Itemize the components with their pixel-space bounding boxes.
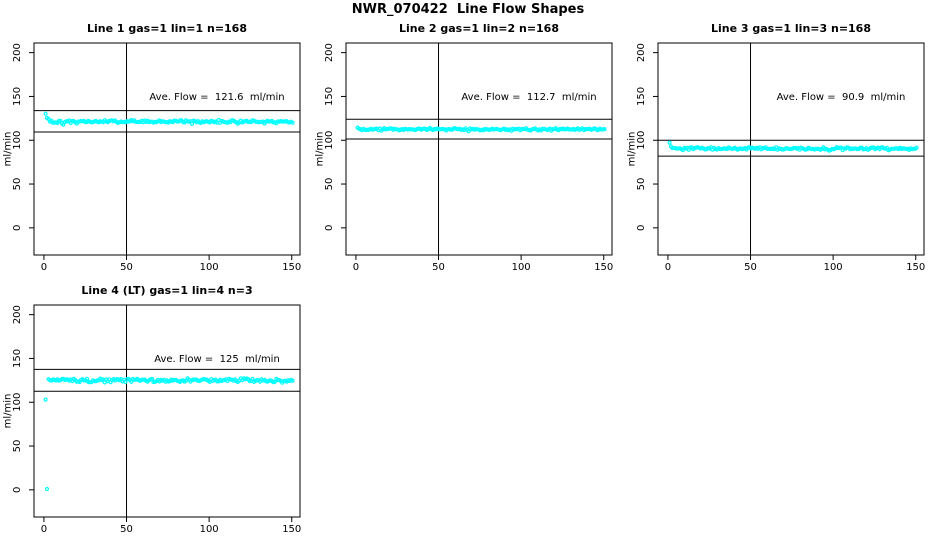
x-tick-label: 50 <box>432 262 445 272</box>
y-tick-label: 200 <box>12 43 23 62</box>
y-tick-label: 0 <box>636 225 647 231</box>
x-tick-label: 0 <box>353 262 359 272</box>
plot-area-line-3: 0 50 100 150 0 50 100 150 200 <box>636 42 925 272</box>
ave-flow-label-line-1: Ave. Flow = 121.6 ml/min <box>149 92 285 103</box>
plot-area-line-1: 0 50 100 150 0 50 100 150 200 <box>12 42 301 272</box>
y-tick-label: 150 <box>636 87 647 106</box>
y-tick-label: 100 <box>324 131 335 150</box>
plot-box <box>345 42 613 256</box>
y-axis-label-line-2: ml/min <box>314 131 326 167</box>
data-points <box>667 140 919 153</box>
ave-flow-label-line-2: Ave. Flow = 112.7 ml/min <box>461 92 597 103</box>
flow-point <box>272 379 277 385</box>
y-tick-label: 200 <box>636 43 647 62</box>
subplot-title-line-1: Line 1 gas=1 lin=1 n=168 <box>86 22 247 35</box>
y-tick-label: 150 <box>12 349 23 368</box>
y-tick-label: 100 <box>12 393 23 412</box>
y-tick-label: 100 <box>12 131 23 150</box>
x-tick-label: 50 <box>744 262 757 272</box>
subplot-line-1: 0 50 100 150 0 50 100 150 200 Line 1 gas=1 lin=1… <box>0 14 312 272</box>
y-tick-label: 50 <box>324 178 335 191</box>
x-tick-label: 150 <box>282 262 301 272</box>
subplot-line-2: 0 50 100 150 0 50 100 150 200 Line 2 gas=1 lin=2… <box>312 14 624 272</box>
y-axis-label-line-1: ml/min <box>2 131 14 167</box>
x-tick-label: 0 <box>665 262 671 272</box>
subplot-title-line-3: Line 3 gas=1 lin=3 n=168 <box>710 22 871 35</box>
plot-area-line-2: 0 50 100 150 0 50 100 150 200 <box>324 42 613 272</box>
subplot-title-line-2: Line 2 gas=1 lin=2 n=168 <box>398 22 559 35</box>
subplot-line-3: 0 50 100 150 0 50 100 150 200 Line 3 gas=1 lin=3… <box>624 14 936 272</box>
ave-flow-label-line-4: Ave. Flow = 125 ml/min <box>154 354 280 365</box>
data-points <box>43 111 295 127</box>
y-tick-label: 50 <box>12 178 23 191</box>
figure-title: NWR_070422 Line Flow Shapes <box>351 2 585 17</box>
x-tick-label: 50 <box>120 262 133 272</box>
flow-point <box>43 111 48 116</box>
flow-point <box>189 121 195 126</box>
x-tick-label: 0 <box>41 524 47 534</box>
flow-point <box>290 120 295 125</box>
y-tick-label: 0 <box>324 225 335 231</box>
flow-point <box>215 379 220 384</box>
y-tick-label: 50 <box>12 440 23 453</box>
ave-flow-label-line-3: Ave. Flow = 90.9 ml/min <box>776 92 906 103</box>
y-axis-label-line-4: ml/min <box>2 393 14 429</box>
x-tick-label: 0 <box>41 262 47 272</box>
flow-point <box>87 380 93 385</box>
y-tick-label: 0 <box>12 225 23 231</box>
y-tick-label: 100 <box>636 131 647 150</box>
x-tick-label: 100 <box>200 524 219 534</box>
subplot-title-line-4: Line 4 (LT) gas=1 lin=4 n=3 <box>81 284 253 297</box>
flow-point <box>667 140 672 145</box>
flow-point <box>290 378 295 383</box>
plot-box <box>33 42 301 256</box>
flow-point <box>44 486 50 492</box>
data-points <box>355 125 607 134</box>
subplot-line-4: 0 50 100 150 0 50 100 150 200 Line 4 (LT) gas=1 … <box>0 276 312 534</box>
x-tick-label: 50 <box>120 524 133 534</box>
plot-box <box>657 42 925 256</box>
x-tick-label: 100 <box>200 262 219 272</box>
x-tick-label: 150 <box>594 262 613 272</box>
y-tick-label: 150 <box>324 87 335 106</box>
y-tick-label: 200 <box>324 43 335 62</box>
y-tick-label: 0 <box>12 487 23 493</box>
plot-area-line-4: 0 50 100 150 0 50 100 150 200 <box>12 304 301 534</box>
data-points <box>43 376 295 492</box>
y-tick-label: 50 <box>636 178 647 191</box>
x-tick-label: 150 <box>282 524 301 534</box>
x-tick-label: 150 <box>906 262 925 272</box>
y-tick-label: 150 <box>12 87 23 106</box>
flow-point <box>250 376 255 381</box>
x-tick-label: 100 <box>512 262 531 272</box>
flow-point <box>602 127 607 132</box>
x-tick-label: 100 <box>824 262 843 272</box>
flow-point <box>688 145 693 150</box>
flow-point <box>914 145 919 150</box>
flow-point <box>43 397 48 402</box>
y-tick-label: 200 <box>12 305 23 324</box>
flow-point <box>84 376 90 381</box>
plot-box <box>33 304 301 518</box>
y-axis-label-line-3: ml/min <box>626 131 638 167</box>
